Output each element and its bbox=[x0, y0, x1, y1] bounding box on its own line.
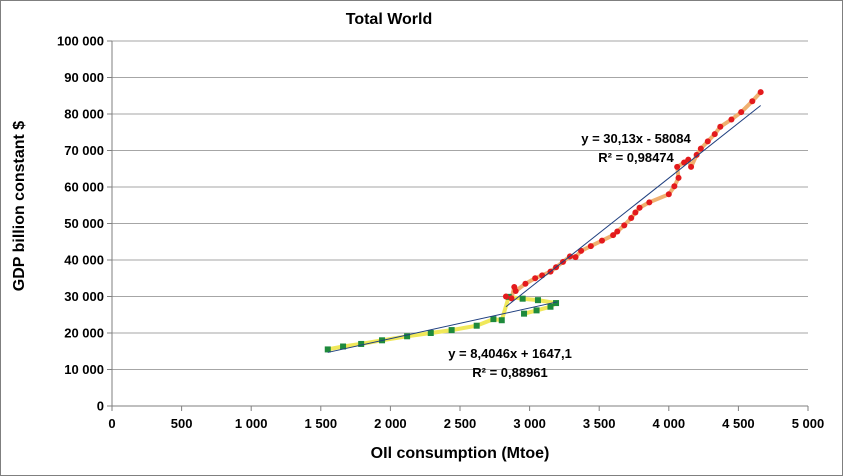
y-tick-label: 60 000 bbox=[64, 180, 104, 195]
series-1-point bbox=[681, 159, 688, 166]
x-tick-label: 4 000 bbox=[653, 416, 686, 431]
x-tick-label: 0 bbox=[108, 416, 115, 431]
y-tick-label: 10 000 bbox=[64, 362, 104, 377]
axes bbox=[107, 40, 809, 411]
series-1-point bbox=[646, 199, 653, 206]
x-tick-label: 5 000 bbox=[792, 416, 825, 431]
series-0-trendline bbox=[327, 301, 558, 353]
y-tick-label: 20 000 bbox=[64, 326, 104, 341]
series-0-point bbox=[358, 340, 365, 347]
x-axis-title: OIl consumption (Mtoe) bbox=[371, 445, 550, 462]
series-0-point bbox=[324, 346, 331, 353]
series-0-point bbox=[553, 300, 560, 307]
y-tick-label: 70 000 bbox=[64, 143, 104, 158]
series-1-point bbox=[636, 204, 643, 211]
series-1-point bbox=[688, 163, 695, 170]
chart-title: Total World bbox=[346, 11, 433, 28]
series-1-point bbox=[749, 98, 756, 105]
series-1-trendline bbox=[505, 105, 761, 308]
y-tick-label: 30 000 bbox=[64, 289, 104, 304]
series-0-point bbox=[427, 330, 434, 336]
series-1-point bbox=[610, 232, 617, 239]
y-tick-label: 0 bbox=[97, 399, 104, 414]
series-1-point bbox=[621, 222, 628, 229]
series-1-point bbox=[693, 151, 700, 158]
x-tick-label: 2 500 bbox=[444, 416, 477, 431]
series-1-point bbox=[578, 247, 585, 254]
series-1-point bbox=[632, 209, 639, 216]
series-0-point bbox=[448, 327, 455, 334]
series-group bbox=[324, 89, 764, 353]
series-0-point bbox=[534, 297, 541, 304]
series-0-point bbox=[404, 333, 411, 340]
series-1-point bbox=[532, 275, 539, 282]
series-1-point bbox=[675, 174, 682, 181]
series-0-point bbox=[340, 343, 347, 350]
series-1-point bbox=[502, 293, 509, 300]
x-tick-label: 3 000 bbox=[513, 416, 546, 431]
series-0-point bbox=[490, 316, 497, 323]
series-0-point bbox=[547, 303, 554, 310]
series-1-point bbox=[628, 215, 635, 222]
series-1-point bbox=[508, 295, 515, 302]
x-tick-label: 1 000 bbox=[235, 416, 268, 431]
series-0-point bbox=[521, 310, 528, 317]
series-0-point bbox=[498, 317, 505, 324]
red-series-r-squared: R² = 0,98474 bbox=[598, 150, 674, 165]
series-1-point bbox=[704, 138, 711, 145]
x-tick-label: 500 bbox=[171, 416, 193, 431]
series-1-point bbox=[711, 131, 718, 138]
y-tick-label: 100 000 bbox=[57, 34, 104, 49]
series-1-point bbox=[757, 89, 764, 96]
series-1-point bbox=[697, 145, 704, 152]
series-0-point bbox=[473, 322, 480, 329]
trendlines bbox=[327, 105, 761, 353]
y-tick-label: 90 000 bbox=[64, 70, 104, 85]
green-series-equation: y = 8,4046x + 1647,1 bbox=[448, 346, 572, 361]
series-1-point bbox=[671, 183, 678, 190]
red-series-equation: y = 30,13x - 58084 bbox=[581, 131, 691, 146]
series-1-point bbox=[587, 243, 594, 250]
series-1-point bbox=[674, 163, 681, 170]
series-1-point bbox=[614, 228, 621, 235]
series-1-point bbox=[539, 272, 546, 279]
x-tick-label: 1 500 bbox=[305, 416, 338, 431]
y-tick-labels: 0 10 000 20 000 30 000 40 000 50 000 60 000 70 … bbox=[57, 34, 104, 414]
x-tick-labels: 0 500 1 000 1 500 2 000 2 500 3 000 3 500 4 000 4… bbox=[108, 416, 824, 431]
y-axis-title: GDP billion constant $ bbox=[11, 121, 28, 291]
green-series-r-squared: R² = 0,88961 bbox=[472, 365, 548, 380]
series-0-point bbox=[533, 307, 540, 314]
series-1-point bbox=[522, 280, 529, 287]
y-tick-label: 40 000 bbox=[64, 253, 104, 268]
series-1-point bbox=[685, 156, 692, 163]
x-tick-label: 3 500 bbox=[583, 416, 616, 431]
x-tick-label: 4 500 bbox=[722, 416, 755, 431]
series-1-point bbox=[598, 237, 605, 244]
series-1-point bbox=[512, 288, 519, 295]
series-0-point bbox=[519, 295, 526, 302]
gridlines bbox=[112, 40, 808, 370]
y-tick-label: 50 000 bbox=[64, 216, 104, 231]
series-1-point bbox=[665, 191, 672, 198]
series-1-point bbox=[572, 254, 579, 261]
y-tick-label: 80 000 bbox=[64, 107, 104, 122]
series-1-point bbox=[717, 123, 724, 130]
series-1-point bbox=[738, 109, 745, 116]
x-tick-label: 2 000 bbox=[374, 416, 407, 431]
series-1-connector bbox=[505, 90, 763, 301]
series-1-point bbox=[728, 116, 735, 123]
